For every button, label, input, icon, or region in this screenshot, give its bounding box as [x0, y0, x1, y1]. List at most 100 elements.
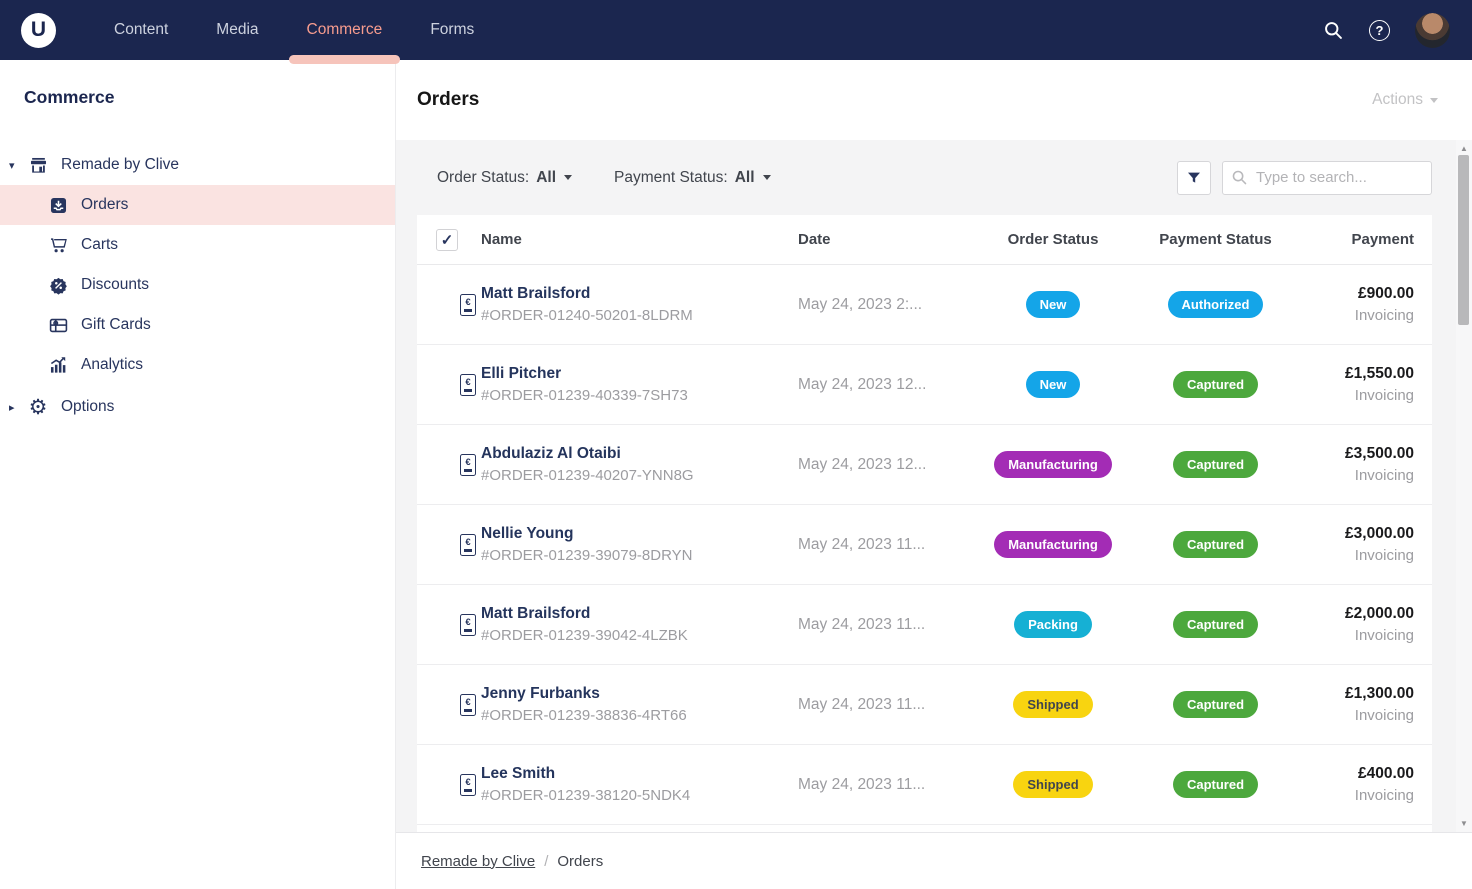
order-number: #ORDER-01239-38836-4RT66 [481, 707, 687, 724]
orders-table: ✓ Name Date Order Status Payment Status … [417, 215, 1432, 832]
select-all-checkbox[interactable]: ✓ [436, 228, 458, 251]
payment-cell: £2,000.00 Invoicing [1308, 605, 1432, 644]
payment-cell: £1,300.00 Invoicing [1308, 685, 1432, 724]
payment-status-label: Payment Status: [614, 168, 728, 186]
table-row[interactable]: € Lee Smith #ORDER-01239-38120-5NDK4 May… [417, 745, 1432, 825]
order-status-badge: New [1025, 371, 1081, 398]
sidebar-item-discounts[interactable]: Discounts [0, 265, 395, 305]
tab-media[interactable]: Media [216, 21, 259, 38]
sidebar-item-label: Analytics [81, 356, 144, 373]
table-row[interactable]: € Nellie Young #ORDER-01239-39079-8DRYN … [417, 505, 1432, 585]
payment-amount: £1,300.00 [1345, 685, 1414, 702]
customer-name: Matt Brailsford [481, 285, 591, 302]
order-name-cell: Matt Brailsford #ORDER-01240-50201-8LDRM [481, 285, 798, 324]
actions-label: Actions [1372, 91, 1423, 108]
sidebar-title: Commerce [24, 87, 115, 107]
customer-name: Jenny Furbanks [481, 685, 600, 702]
order-name-cell: Matt Brailsford #ORDER-01239-39042-4LZBK [481, 605, 798, 644]
scroll-down-arrow[interactable]: ▼ [1460, 819, 1468, 828]
payment-cell: £900.00 Invoicing [1308, 285, 1432, 324]
payment-method: Invoicing [1354, 387, 1414, 404]
search-icon [1232, 170, 1247, 184]
sidebar-item-options[interactable]: ▸ ⚙ Options [0, 387, 395, 427]
search-box [1222, 160, 1432, 195]
payment-status-badge: Captured [1172, 371, 1259, 398]
payment-status-badge: Captured [1172, 771, 1259, 798]
payment-amount: £3,500.00 [1345, 445, 1414, 462]
order-date: May 24, 2023 11... [798, 695, 926, 713]
commerce-tree: ▾ Remade by Clive [0, 145, 395, 427]
sidebar-item-carts[interactable]: Carts [0, 225, 395, 265]
breadcrumb-link-store[interactable]: Remade by Clive [421, 852, 536, 870]
chevron-down-icon [1430, 97, 1438, 103]
order-date: May 24, 2023 12... [798, 375, 927, 393]
order-date: May 24, 2023 11... [798, 615, 926, 633]
content-area: Order Status: All Payment Status: All [396, 140, 1472, 832]
discount-badge-icon [49, 276, 68, 295]
order-status-badge: Manufacturing [994, 531, 1112, 558]
main-panel: Orders Actions Order Status: All Payment… [396, 60, 1472, 889]
user-avatar[interactable] [1415, 12, 1450, 48]
customer-name: Lee Smith [481, 765, 556, 782]
order-name-cell: Abdulaziz Al Otaibi #ORDER-01239-40207-Y… [481, 445, 798, 484]
chevron-down-icon[interactable]: ▾ [9, 159, 15, 172]
tab-content[interactable]: Content [114, 21, 169, 38]
search-input[interactable] [1222, 160, 1432, 195]
invoice-icon: € [460, 773, 476, 796]
actions-dropdown[interactable]: Actions [1372, 91, 1438, 109]
sidebar-item-label: Carts [81, 236, 119, 253]
tree-node-store[interactable]: ▾ Remade by Clive [0, 145, 395, 185]
payment-cell: £3,000.00 Invoicing [1308, 525, 1432, 564]
breadcrumb-current: Orders [557, 852, 604, 870]
sidebar-item-label: Gift Cards [81, 316, 151, 333]
customer-name: Abdulaziz Al Otaibi [481, 445, 621, 462]
nav-right-actions: ? [1323, 12, 1450, 48]
filter-bar: Order Status: All Payment Status: All [417, 140, 1432, 215]
order-status-filter[interactable]: Order Status: All [437, 169, 572, 187]
payment-amount: £3,000.00 [1345, 525, 1414, 542]
invoice-icon: € [460, 533, 476, 556]
table-row[interactable]: € Abdulaziz Al Otaibi #ORDER-01239-40207… [417, 425, 1432, 505]
sidebar-item-label: Discounts [81, 276, 150, 293]
payment-status-badge: Captured [1172, 691, 1259, 718]
search-icon[interactable] [1323, 20, 1344, 41]
sidebar-item-gift-cards[interactable]: Gift Cards [0, 305, 395, 345]
tab-commerce[interactable]: Commerce [283, 0, 407, 64]
order-status-label: Order Status: [437, 168, 530, 186]
order-number: #ORDER-01239-38120-5NDK4 [481, 787, 691, 804]
column-header-payment-status: Payment Status [1159, 231, 1272, 248]
sidebar-item-orders[interactable]: Orders [0, 185, 395, 225]
column-header-name: Name [481, 231, 522, 248]
payment-cell: £3,500.00 Invoicing [1308, 445, 1432, 484]
payment-amount: £1,550.00 [1345, 365, 1414, 382]
filter-button[interactable] [1177, 160, 1211, 195]
sidebar-item-analytics[interactable]: Analytics [0, 345, 395, 385]
payment-method: Invoicing [1354, 467, 1414, 484]
scroll-up-arrow[interactable]: ▲ [1460, 144, 1468, 153]
umbraco-logo[interactable]: U [21, 12, 56, 48]
scrollbar-thumb[interactable] [1458, 155, 1469, 325]
table-row[interactable]: € Matt Brailsford #ORDER-01240-50201-8LD… [417, 265, 1432, 345]
store-icon [28, 155, 48, 175]
payment-cell: £1,550.00 Invoicing [1308, 365, 1432, 404]
tab-forms[interactable]: Forms [430, 21, 475, 38]
customer-name: Matt Brailsford [481, 605, 591, 622]
chevron-right-icon[interactable]: ▸ [9, 401, 15, 414]
payment-cell: £400.00 Invoicing [1308, 765, 1432, 804]
vertical-scrollbar[interactable]: ▲ ▼ [1456, 140, 1472, 832]
order-status-badge: Shipped [1013, 691, 1093, 718]
breadcrumb-separator: / [544, 852, 549, 870]
order-number: #ORDER-01239-39042-4LZBK [481, 627, 688, 644]
payment-status-badge: Captured [1172, 611, 1259, 638]
table-row[interactable]: € Elli Pitcher #ORDER-01239-40339-7SH73 … [417, 345, 1432, 425]
payment-amount: £400.00 [1357, 765, 1414, 782]
order-name-cell: Nellie Young #ORDER-01239-39079-8DRYN [481, 525, 798, 564]
help-icon[interactable]: ? [1369, 19, 1390, 41]
table-row[interactable]: € Matt Brailsford #ORDER-01239-39042-4LZ… [417, 585, 1432, 665]
invoice-icon: € [460, 373, 476, 396]
payment-method: Invoicing [1354, 627, 1414, 644]
table-row[interactable]: € Jenny Furbanks #ORDER-01239-38836-4RT6… [417, 665, 1432, 745]
payment-status-filter[interactable]: Payment Status: All [614, 169, 771, 187]
order-number: #ORDER-01239-39079-8DRYN [481, 547, 693, 564]
gift-card-icon [49, 316, 68, 335]
